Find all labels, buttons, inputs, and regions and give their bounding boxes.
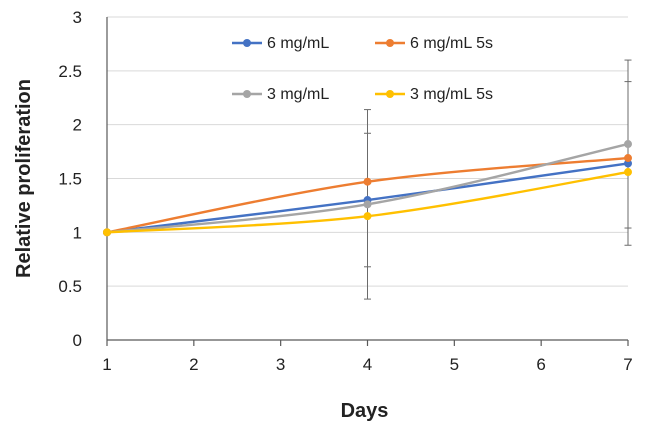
- legend-label: 3 mg/mL: [267, 86, 329, 103]
- y-tick-label: 1.5: [58, 170, 82, 189]
- legend-label: 6 mg/mL: [267, 35, 329, 52]
- legend-marker: [386, 90, 394, 98]
- x-axis-title: Days: [341, 400, 389, 422]
- legend: 6 mg/mL 6 mg/mL 5s 3 mg/mL 3 mg/mL 5s: [232, 35, 493, 103]
- data-point: [103, 228, 111, 237]
- data-point: [363, 200, 372, 209]
- x-tick-label: 7: [623, 355, 632, 374]
- y-tick-label: 0: [73, 331, 82, 350]
- x-tick-label: 1: [102, 355, 111, 374]
- axes: [106, 17, 629, 346]
- y-tick-label: 2: [73, 116, 82, 135]
- data-point: [363, 212, 372, 221]
- y-axis-title: Relative proliferation: [13, 79, 35, 278]
- y-tick-label: 1: [73, 223, 82, 242]
- data-point: [624, 154, 632, 163]
- legend-marker: [243, 90, 251, 98]
- legend-label: 3 mg/mL 5s: [410, 86, 493, 103]
- legend-label: 6 mg/mL 5s: [410, 35, 493, 52]
- data-point: [624, 168, 632, 177]
- legend-marker: [386, 39, 394, 47]
- data-points: [103, 140, 632, 237]
- data-point: [624, 140, 632, 149]
- legend-marker: [243, 39, 251, 47]
- y-tick-label: 0.5: [58, 277, 82, 296]
- tick-labels: 1 2 3 4 5 6 7 0 0.5 1 1.5 2 2.5 3: [58, 8, 632, 374]
- x-tick-label: 6: [536, 355, 545, 374]
- data-point: [363, 177, 372, 186]
- x-tick-label: 2: [189, 355, 198, 374]
- y-tick-label: 2.5: [58, 62, 82, 81]
- x-tick-label: 5: [450, 355, 459, 374]
- x-tick-label: 3: [276, 355, 285, 374]
- y-tick-label: 3: [73, 8, 82, 27]
- x-tick-label: 4: [363, 355, 372, 374]
